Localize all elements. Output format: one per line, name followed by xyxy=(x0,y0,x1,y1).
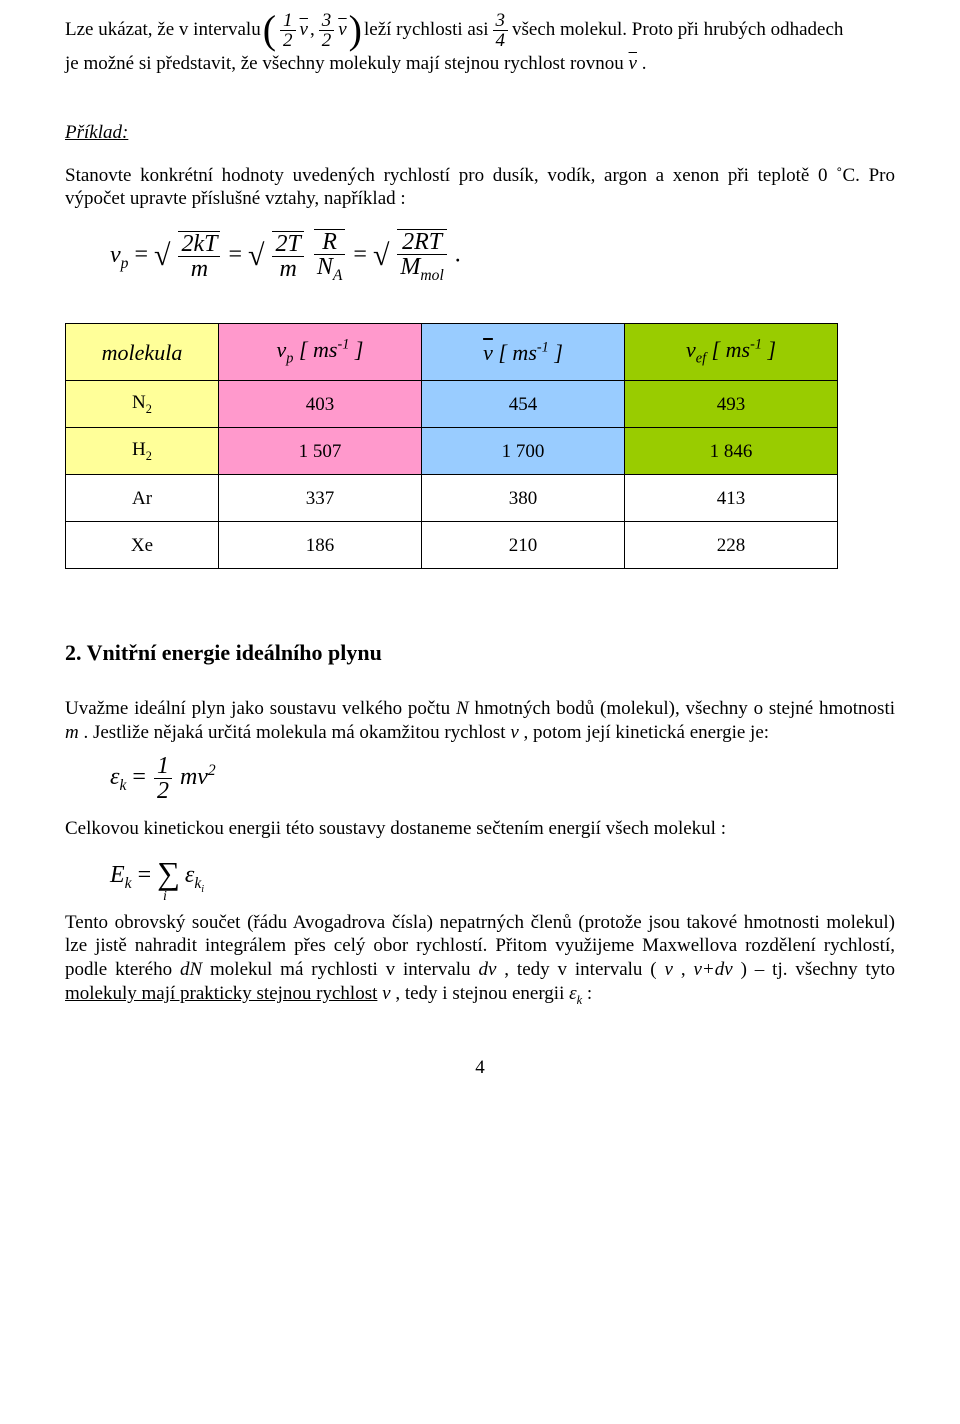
section2-p2: Celkovou kinetickou energii této soustav… xyxy=(65,817,895,841)
table-cell: Xe xyxy=(66,522,219,569)
table-cell: H2 xyxy=(66,428,219,475)
intro-text: leží rychlosti asi xyxy=(364,18,489,42)
close-paren-icon: ) xyxy=(349,10,362,50)
example-text: Stanovte konkrétní hodnoty uvedených ryc… xyxy=(65,164,895,212)
vbar: v xyxy=(629,53,637,74)
table-header-cell: vef [ ms-1 ] xyxy=(625,324,838,381)
table-cell: 454 xyxy=(422,381,625,428)
intro-text: Lze ukázat, že v intervalu xyxy=(65,18,261,42)
table-cell: 380 xyxy=(422,475,625,522)
table-row: H21 5071 7001 846 xyxy=(66,428,838,475)
intro-line-1: Lze ukázat, že v intervalu ( 1 2 v , 3 2… xyxy=(65,10,895,50)
table-cell: 1 507 xyxy=(219,428,422,475)
formula-vp: vp = √ 2kT m = √ 2T m R NA = √ 2RT Mmol … xyxy=(110,229,895,283)
section-2-title: 2. Vnitřní energie ideálního plynu xyxy=(65,639,895,667)
formula-sum: Ek = ∑i εki xyxy=(110,851,895,897)
table-cell: 228 xyxy=(625,522,838,569)
section2-p1: Uvažme ideální plyn jako soustavu velkéh… xyxy=(65,697,895,745)
speed-table: molekulavp [ ms-1 ]v [ ms-1 ]vef [ ms-1 … xyxy=(65,323,838,569)
table-header-cell: vp [ ms-1 ] xyxy=(219,324,422,381)
table-cell: 1 846 xyxy=(625,428,838,475)
table-row: Ar337380413 xyxy=(66,475,838,522)
table-row: Xe186210228 xyxy=(66,522,838,569)
formula-ek: εk = 1 2 mv2 xyxy=(110,754,895,803)
table-header-cell: v [ ms-1 ] xyxy=(422,324,625,381)
table-cell: 186 xyxy=(219,522,422,569)
fraction-1-2: 1 2 xyxy=(280,11,296,50)
table-cell: N2 xyxy=(66,381,219,428)
example-heading: Příklad: xyxy=(65,121,895,145)
table-cell: 1 700 xyxy=(422,428,625,475)
intro-line-2: je možné si představit, že všechny molek… xyxy=(65,52,895,76)
table-header-cell: molekula xyxy=(66,324,219,381)
intro-text: všech molekul. Proto při hrubých odhadec… xyxy=(512,18,843,42)
fraction-3-4: 3 4 xyxy=(493,11,509,50)
vbar: v xyxy=(338,18,346,42)
vbar: v xyxy=(300,18,308,42)
table-cell: 210 xyxy=(422,522,625,569)
table-cell: 337 xyxy=(219,475,422,522)
table-cell: 493 xyxy=(625,381,838,428)
table-cell: 413 xyxy=(625,475,838,522)
fraction-3-2: 3 2 xyxy=(319,11,335,50)
open-paren-icon: ( xyxy=(263,10,276,50)
section2-p3: Tento obrovský součet (řádu Avogadrova č… xyxy=(65,911,895,1008)
comma: , xyxy=(310,18,315,42)
table-row: N2403454493 xyxy=(66,381,838,428)
table-cell: 403 xyxy=(219,381,422,428)
page-number: 4 xyxy=(65,1056,895,1080)
table-cell: Ar xyxy=(66,475,219,522)
